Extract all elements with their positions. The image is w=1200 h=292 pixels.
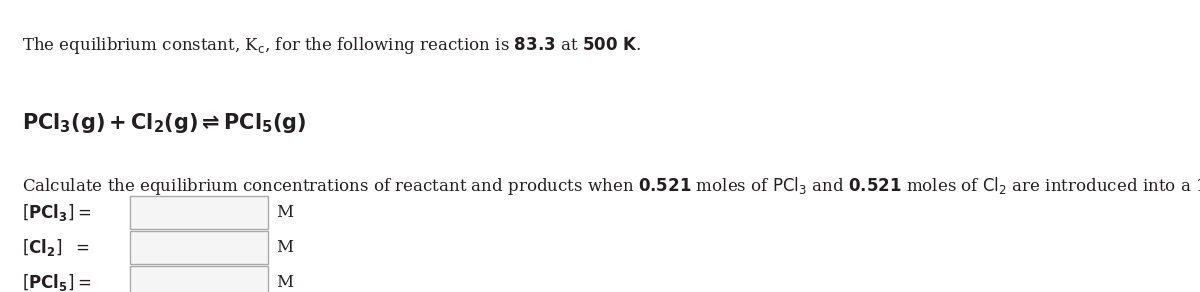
Text: $[\mathbf{Cl_2}]\ \ =$: $[\mathbf{Cl_2}]\ \ =$ — [22, 237, 90, 258]
Text: $[\mathbf{PCl_5}] =$: $[\mathbf{PCl_5}] =$ — [22, 272, 91, 292]
Bar — [130, 266, 268, 292]
Text: M: M — [276, 239, 293, 256]
Text: M: M — [276, 204, 293, 221]
Text: $\mathbf{PCl_3(g) + Cl_2(g) \rightleftharpoons PCl_5(g)}$: $\mathbf{PCl_3(g) + Cl_2(g) \rightleftha… — [22, 111, 306, 135]
Bar — [130, 231, 268, 264]
Bar — [130, 196, 268, 229]
Text: The equilibrium constant, K$_\mathrm{c}$, for the following reaction is $\bf{83.: The equilibrium constant, K$_\mathrm{c}$… — [22, 35, 641, 56]
Text: Calculate the equilibrium concentrations of reactant and products when $\mathbf{: Calculate the equilibrium concentrations… — [22, 175, 1200, 197]
Text: M: M — [276, 274, 293, 291]
Text: $[\mathbf{PCl_3}] =$: $[\mathbf{PCl_3}] =$ — [22, 202, 91, 223]
